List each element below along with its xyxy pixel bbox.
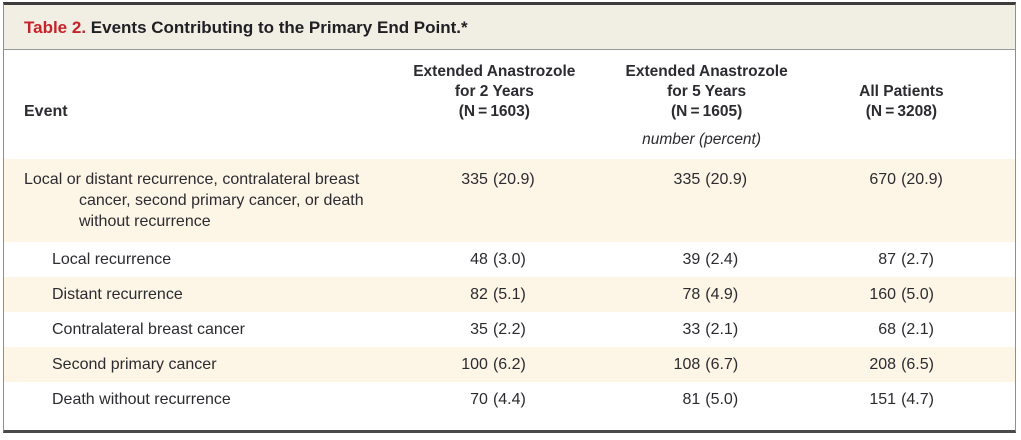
value-cell-all: 151 (4.7) (813, 382, 1015, 426)
table-row-death-without-recurrence: Death without recurrence 70 (4.4) 81 (5.0)… (4, 382, 1015, 426)
event-label: Local or distant recurrence, contralater… (24, 171, 364, 230)
value-percent: (2.1) (901, 321, 934, 338)
value-cell-5yr: 108 (6.7) (600, 347, 813, 382)
value-percent: (2.1) (705, 321, 739, 338)
column-header-row: Event Extended Anastrozole for 2 Years (… (4, 50, 1015, 122)
value-cell-2yr: 70 (4.4) (388, 382, 600, 426)
event-cell: Contralateral breast cancer (4, 312, 388, 347)
value-percent: (4.9) (705, 286, 739, 303)
value-count: 108 (673, 356, 701, 373)
value-count: 151 (869, 391, 897, 408)
table-2-card: Table 2. Events Contributing to the Prim… (3, 2, 1016, 433)
value-count: 33 (682, 321, 701, 338)
value-count: 670 (869, 171, 897, 188)
value-percent: (5.1) (492, 286, 526, 303)
events-table: Event Extended Anastrozole for 2 Years (… (4, 50, 1015, 426)
units-spacer (4, 122, 388, 159)
value-cell-all: 670 (20.9) (812, 159, 1015, 242)
table-row-distant-recurrence: Distant recurrence 82 (5.1) 78 (4.9) 160 (5… (4, 277, 1015, 312)
value-percent: (6.5) (901, 356, 934, 373)
value-percent: (2.2) (492, 321, 526, 338)
col-header-anastrozole-2yr: Extended Anastrozole for 2 Years (N = 16… (413, 63, 576, 120)
value-cell-all: 87 (2.7) (813, 242, 1015, 277)
table-title: Table 2. Events Contributing to the Prim… (4, 5, 1015, 50)
value-percent: (6.7) (705, 356, 739, 373)
table-number-label: Table 2. (24, 18, 87, 37)
value-count: 87 (878, 251, 897, 268)
table-row-second-primary-cancer: Second primary cancer 100 (6.2) 108 (6.7) … (4, 347, 1015, 382)
value-count: 160 (869, 286, 897, 303)
value-cell-5yr: 33 (2.1) (600, 312, 812, 347)
value-percent: (2.7) (901, 251, 934, 268)
table-body: Event Extended Anastrozole for 2 Years (… (4, 50, 1015, 430)
event-label: Distant recurrence (52, 286, 183, 303)
value-cell-5yr: 335 (20.9) (600, 159, 813, 242)
value-cell-2yr: 335 (20.9) (388, 159, 601, 242)
value-cell-5yr: 78 (4.9) (600, 277, 813, 312)
table-row-primary-endpoint: Local or distant recurrence, contralater… (4, 159, 1015, 242)
value-count: 100 (461, 356, 488, 373)
event-cell: Local recurrence (4, 242, 388, 277)
table-row-contralateral-breast-cancer: Contralateral breast cancer 35 (2.2) 33 (2… (4, 312, 1015, 347)
value-percent: (20.9) (492, 171, 535, 188)
event-cell: Second primary cancer (4, 347, 389, 382)
table-row-local-recurrence: Local recurrence 48 (3.0) 39 (2.4) 87 (2.7) (4, 242, 1015, 277)
event-label: Death without recurrence (52, 391, 231, 408)
value-percent: (4.7) (901, 391, 934, 408)
value-cell-5yr: 81 (5.0) (600, 382, 812, 426)
col-header-event: Event (24, 103, 68, 120)
event-cell: Distant recurrence (4, 277, 389, 312)
value-count: 82 (470, 286, 488, 303)
value-cell-2yr: 35 (2.2) (388, 312, 600, 347)
value-count: 335 (673, 171, 701, 188)
value-cell-2yr: 100 (6.2) (388, 347, 601, 382)
value-count: 208 (869, 356, 897, 373)
value-cell-2yr: 82 (5.1) (388, 277, 601, 312)
event-label: Contralateral breast cancer (52, 321, 245, 338)
value-percent: (6.2) (492, 356, 526, 373)
units-label: number (percent) (642, 131, 762, 148)
event-label: Second primary cancer (52, 356, 217, 373)
value-count: 81 (682, 391, 701, 408)
value-count: 335 (461, 171, 488, 188)
value-count: 35 (470, 321, 488, 338)
col-header-all-patients: All Patients (N = 3208) (859, 83, 944, 120)
event-cell: Local or distant recurrence, contralater… (4, 159, 389, 242)
col-header-anastrozole-5yr: Extended Anastrozole for 5 Years (N = 16… (625, 63, 788, 120)
value-count: 68 (878, 321, 897, 338)
value-percent: (20.9) (901, 171, 943, 188)
value-count: 70 (470, 391, 488, 408)
value-count: 48 (470, 251, 488, 268)
value-count: 78 (682, 286, 701, 303)
table-title-text: Events Contributing to the Primary End P… (90, 18, 468, 37)
value-percent: (5.0) (901, 286, 934, 303)
value-cell-all: 68 (2.1) (813, 312, 1015, 347)
value-count: 39 (682, 251, 701, 268)
event-cell: Death without recurrence (4, 382, 388, 426)
value-cell-all: 160 (5.0) (812, 277, 1015, 312)
units-row: number (percent) (4, 122, 1015, 159)
value-cell-all: 208 (6.5) (812, 347, 1015, 382)
value-percent: (5.0) (705, 391, 739, 408)
value-percent: (4.4) (492, 391, 526, 408)
value-percent: (2.4) (705, 251, 739, 268)
value-percent: (3.0) (492, 251, 526, 268)
event-label: Local recurrence (52, 251, 172, 268)
value-percent: (20.9) (705, 171, 748, 188)
value-cell-5yr: 39 (2.4) (600, 242, 812, 277)
value-cell-2yr: 48 (3.0) (388, 242, 600, 277)
